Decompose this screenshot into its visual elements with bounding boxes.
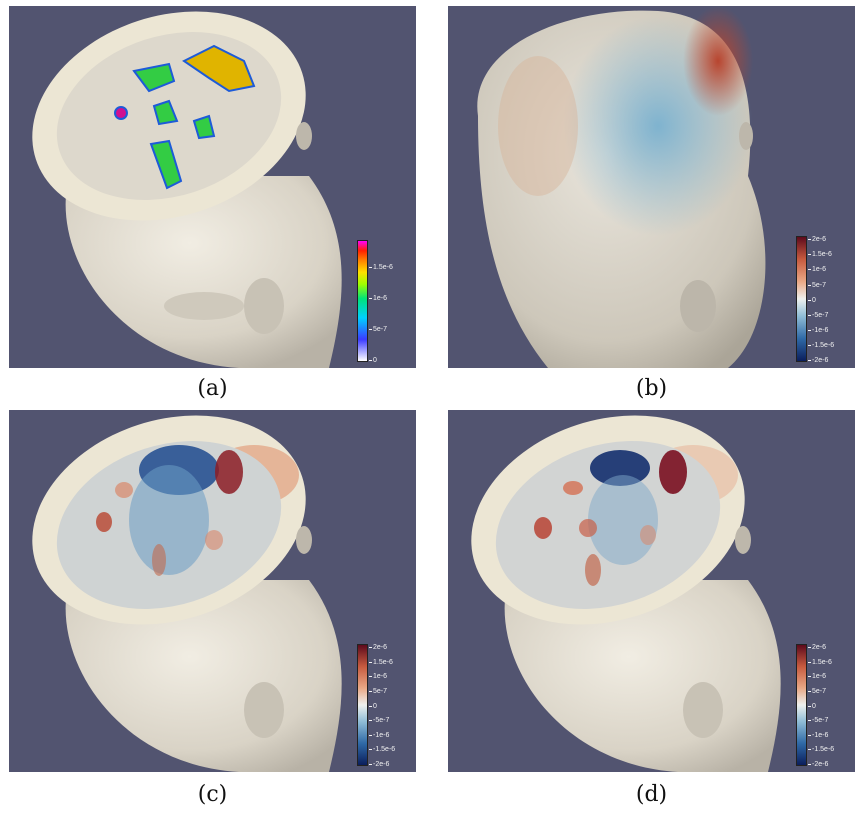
colorbar-tick-label: 0 bbox=[369, 703, 377, 710]
activation-blob bbox=[114, 106, 128, 120]
colorbar-tick-label: -1.5e-6 bbox=[368, 746, 396, 753]
colorbar-tick-label: -2e-6 bbox=[807, 761, 829, 768]
head-model-cutaway bbox=[471, 415, 781, 772]
activation-blob bbox=[192, 114, 216, 140]
activation-blob bbox=[149, 139, 183, 190]
colorbar-tick-label: -1.5e-6 bbox=[807, 746, 835, 753]
colorbar-tick-label: 0 bbox=[369, 357, 377, 364]
panel-a-render: 1.5e-6 1e-6 5e-7 0 bbox=[9, 6, 416, 368]
colorbar bbox=[357, 644, 368, 766]
colorbar-tick-label: 1.5e-6 bbox=[369, 659, 393, 666]
colorbar-tick-label: 5e-7 bbox=[368, 688, 388, 695]
colorbar-tick-label: -5e-7 bbox=[807, 717, 829, 724]
colorbar-tick-label: 1e-6 bbox=[368, 673, 388, 680]
colorbar-tick-label: 1e-6 bbox=[368, 295, 388, 302]
colorbar bbox=[796, 236, 807, 362]
panel-d-render: 2e-6 1.5e-6 1e-6 5e-7 0 -5e-7 -1e-6 -1.5… bbox=[448, 410, 855, 772]
activation-blob bbox=[152, 99, 179, 126]
colorbar-tick-label: -1.5e-6 bbox=[807, 342, 835, 349]
colorbar bbox=[796, 644, 807, 766]
figure-caption-a: (a) bbox=[197, 376, 228, 401]
colorbar bbox=[357, 240, 368, 362]
colorbar-tick-label: 2e-6 bbox=[807, 644, 827, 651]
colorbar-tick-label: 2e-6 bbox=[368, 644, 388, 651]
colorbar-tick-label: -2e-6 bbox=[368, 761, 390, 768]
colorbar-tick-label: 1e-6 bbox=[807, 266, 827, 273]
activation-blob bbox=[182, 44, 256, 93]
colorbar-tick-label: 1e-6 bbox=[807, 673, 827, 680]
activation-blob bbox=[132, 62, 176, 93]
colorbar-tick-label: 1.5e-6 bbox=[369, 264, 393, 271]
colorbar-tick-label: -1e-6 bbox=[368, 732, 390, 739]
panel-b-render: 2e-6 1.5e-6 1e-6 5e-7 0 -5e-7 -1e-6 -1.5… bbox=[448, 6, 855, 368]
colorbar-tick-label: -1e-6 bbox=[807, 327, 829, 334]
head-model-scalp bbox=[477, 6, 766, 368]
figure-caption-b: (b) bbox=[635, 376, 668, 401]
colorbar-tick-label: -5e-7 bbox=[368, 717, 390, 724]
colorbar-tick-label: 1.5e-6 bbox=[808, 251, 832, 258]
colorbar-tick-label: -5e-7 bbox=[807, 312, 829, 319]
colorbar-tick-label: 5e-7 bbox=[807, 282, 827, 289]
figure-caption-c: (c) bbox=[197, 782, 228, 807]
panel-c-render: 2e-6 1.5e-6 1e-6 5e-7 0 -5e-7 -1e-6 -1.5… bbox=[9, 410, 416, 772]
colorbar-tick-label: -2e-6 bbox=[807, 357, 829, 364]
colorbar-tick-label: 1.5e-6 bbox=[808, 659, 832, 666]
head-model-cutaway bbox=[32, 415, 342, 772]
figure-caption-d: (d) bbox=[635, 782, 668, 807]
colorbar-tick-label: 0 bbox=[808, 703, 816, 710]
colorbar-tick-label: 0 bbox=[808, 297, 816, 304]
colorbar-tick-label: 5e-7 bbox=[807, 688, 827, 695]
colorbar-tick-label: 5e-7 bbox=[368, 326, 388, 333]
head-model-cutaway bbox=[32, 11, 342, 368]
colorbar-tick-label: -1e-6 bbox=[807, 732, 829, 739]
colorbar-tick-label: 2e-6 bbox=[807, 236, 827, 243]
